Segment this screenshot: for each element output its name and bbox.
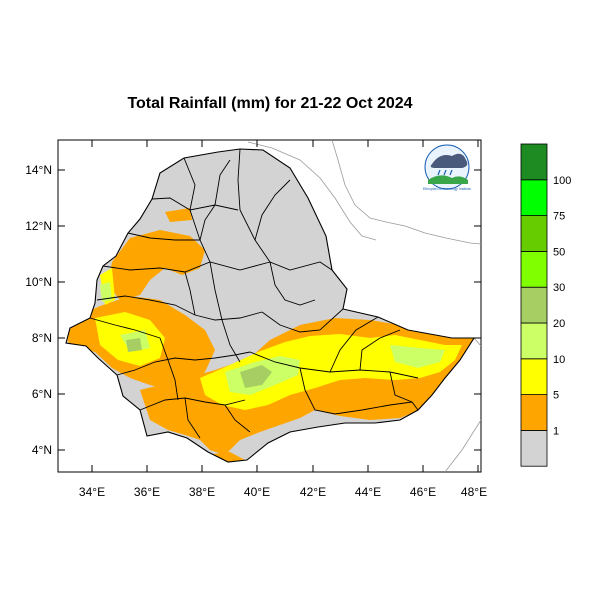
lat-label-12n: 12°N [25,219,52,233]
colorbar-box [520,143,548,181]
lon-label-42e: 42°E [300,485,326,499]
colorbar-tick-label: 50 [553,246,565,258]
lat-label-8n: 8°N [32,331,52,345]
colorbar-tick-label: 20 [553,318,565,330]
colorbar-tick-label: 10 [553,354,565,366]
landscape-icon [428,175,468,184]
lon-label-36e: 36°E [134,485,160,499]
rain-20-30mm [126,338,272,388]
ethiopia-border [65,148,476,463]
colorbar-box [520,215,548,252]
lat-label-4n: 4°N [32,443,52,457]
colorbar-tick-label: 100 [553,175,571,187]
coastline [444,419,481,472]
latitude-axis [58,169,481,451]
longitude-axis [91,140,479,472]
cloud-icon [430,153,468,168]
coastline [247,141,377,241]
lon-label-40e: 40°E [244,485,270,499]
colorbar-box [520,394,548,431]
lat-label-14n: 14°N [25,163,52,177]
lon-label-34e: 34°E [79,485,105,499]
colorbar: 1 5 10 20 30 50 75 100 [520,143,571,467]
colorbar-tick-label: 1 [553,425,559,437]
rainfall-field [66,208,474,462]
colorbar-box [520,251,548,288]
lat-label-6n: 6°N [32,387,52,401]
map-title: Total Rainfall (mm) for 21-22 Oct 2024 [127,95,413,112]
colorbar-box [520,429,548,467]
lon-label-48e: 48°E [461,485,487,499]
colorbar-tick-label: 5 [553,390,559,402]
coastline [473,337,481,347]
colorbar-tick-label: 30 [553,282,565,294]
rain-drops-icon [437,169,453,176]
lon-label-44e: 44°E [355,485,381,499]
institute-logo: Ethiopian Meteorology Institute [423,144,471,191]
colorbar-tick-label: 75 [553,211,565,223]
colorbar-box [520,322,548,360]
logo-text: Ethiopian Meteorology Institute [423,187,471,191]
colorbar-box [520,286,548,324]
lat-label-10n: 10°N [25,275,52,289]
colorbar-box [520,358,548,396]
lon-label-46e: 46°E [410,485,436,499]
admin-boundaries [89,148,419,439]
coastline [331,140,481,245]
colorbar-box [520,179,548,216]
lon-label-38e: 38°E [189,485,215,499]
